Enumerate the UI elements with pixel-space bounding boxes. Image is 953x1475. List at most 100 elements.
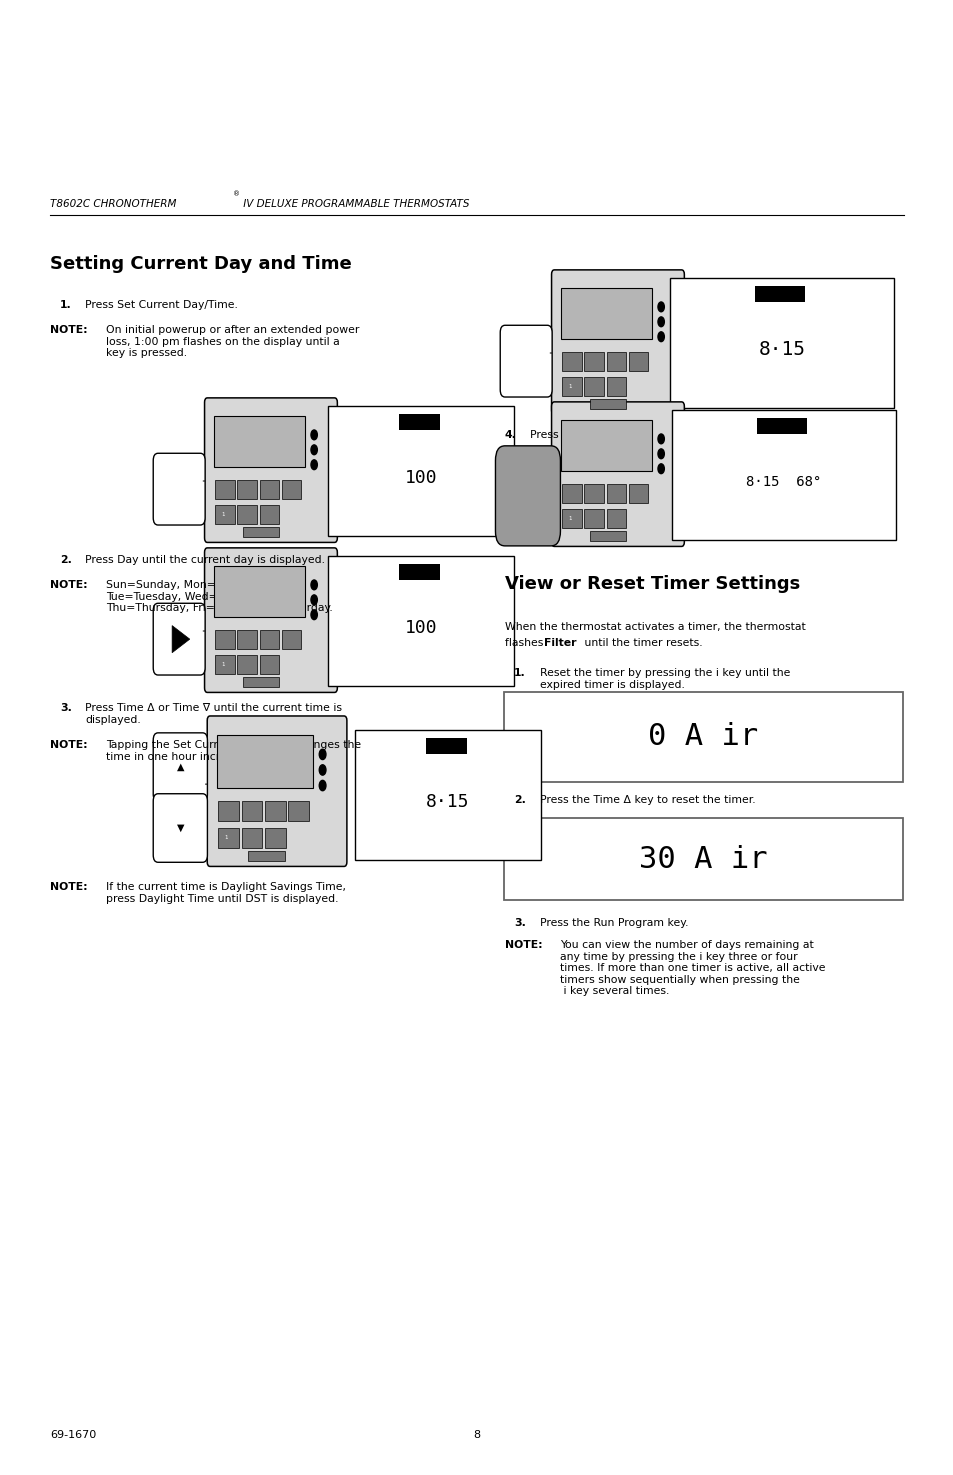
Bar (628, 351, 648, 370)
Text: On initial powerup or after an extended power
loss, 1:00 pm flashes on the displ: On initial powerup or after an extended … (106, 324, 359, 358)
Bar (248, 851, 285, 860)
Text: NOTE:: NOTE: (50, 740, 88, 749)
Text: If the current time is Daylight Savings Time,
press Daylight Time until DST is d: If the current time is Daylight Savings … (106, 882, 346, 904)
Text: 1: 1 (224, 835, 228, 841)
Text: 8·15: 8·15 (758, 341, 804, 358)
Bar (583, 484, 603, 503)
Text: flashes: flashes (504, 639, 546, 648)
FancyBboxPatch shape (499, 326, 552, 397)
Circle shape (319, 749, 326, 760)
Circle shape (311, 580, 317, 590)
Circle shape (311, 445, 317, 454)
Polygon shape (172, 625, 190, 653)
FancyBboxPatch shape (495, 445, 559, 546)
Bar (259, 655, 279, 674)
Bar (241, 827, 262, 848)
Bar (265, 827, 286, 848)
Text: 1.: 1. (60, 299, 71, 310)
Bar (503, 692, 902, 782)
Bar (328, 406, 514, 535)
Text: 3.: 3. (514, 917, 525, 928)
Bar (560, 420, 652, 472)
Circle shape (658, 434, 663, 444)
Text: Reset the timer by pressing the i key until the
expired timer is displayed.: Reset the timer by pressing the i key un… (539, 668, 789, 690)
Text: View or Reset Timer Settings: View or Reset Timer Settings (504, 575, 800, 593)
Text: NOTE:: NOTE: (50, 324, 88, 335)
Text: ®: ® (232, 192, 239, 198)
Text: 69-1670: 69-1670 (50, 1429, 96, 1440)
Bar (561, 509, 581, 528)
Bar (669, 279, 893, 409)
Text: Tapping the Set Current Day/Time changes the
time in one hour increments.: Tapping the Set Current Day/Time changes… (106, 740, 361, 761)
Text: 8: 8 (473, 1429, 480, 1440)
Text: 30 A ir: 30 A ir (639, 845, 767, 873)
Circle shape (311, 594, 317, 605)
Bar (589, 531, 625, 541)
Bar (281, 630, 301, 649)
FancyBboxPatch shape (153, 453, 205, 525)
FancyBboxPatch shape (551, 270, 683, 414)
Bar (606, 509, 625, 528)
Text: 0 A ir: 0 A ir (648, 723, 758, 751)
Circle shape (658, 302, 663, 311)
Text: 1: 1 (567, 516, 571, 522)
FancyBboxPatch shape (153, 603, 205, 676)
Circle shape (311, 609, 317, 620)
Circle shape (319, 764, 326, 776)
Text: Press Run Program.: Press Run Program. (530, 431, 636, 440)
Bar (218, 827, 238, 848)
Text: ▼: ▼ (176, 823, 184, 833)
Bar (281, 479, 301, 499)
Bar (265, 801, 286, 822)
Circle shape (311, 460, 317, 469)
Text: 8·15: 8·15 (426, 792, 469, 811)
Bar (398, 563, 439, 580)
Bar (237, 479, 256, 499)
Bar (503, 819, 902, 900)
Bar (560, 288, 652, 339)
Text: NOTE:: NOTE: (50, 882, 88, 892)
Bar (213, 416, 305, 468)
FancyBboxPatch shape (153, 794, 207, 863)
Text: Setting Current Day and Time: Setting Current Day and Time (50, 255, 352, 273)
Bar (237, 655, 256, 674)
Bar (259, 479, 279, 499)
Bar (398, 414, 439, 429)
Bar (628, 484, 648, 503)
Bar (216, 735, 313, 788)
Text: Press the Time Δ key to reset the timer.: Press the Time Δ key to reset the timer. (539, 795, 755, 805)
Bar (214, 479, 234, 499)
Text: 100: 100 (404, 618, 436, 637)
Text: 1: 1 (221, 662, 224, 667)
Bar (583, 509, 603, 528)
Bar (214, 630, 234, 649)
Text: Press the Run Program key.: Press the Run Program key. (539, 917, 688, 928)
FancyBboxPatch shape (551, 401, 683, 546)
Text: 2.: 2. (60, 555, 71, 565)
Bar (241, 801, 262, 822)
Text: Press Set Current Day/Time.: Press Set Current Day/Time. (85, 299, 237, 310)
Circle shape (658, 463, 663, 473)
Circle shape (658, 448, 663, 459)
Bar (328, 556, 514, 686)
Text: 8·15  68°: 8·15 68° (745, 475, 821, 488)
Bar (561, 351, 581, 370)
Bar (561, 378, 581, 397)
Bar (288, 801, 309, 822)
Bar (606, 351, 625, 370)
Bar (214, 506, 234, 525)
Bar (583, 378, 603, 397)
Text: ▲: ▲ (176, 763, 184, 771)
Text: IV DELUXE PROGRAMMABLE THERMOSTATS: IV DELUXE PROGRAMMABLE THERMOSTATS (240, 199, 469, 209)
Bar (218, 801, 238, 822)
Text: Press Time Δ or Time ∇ until the current time is
displayed.: Press Time Δ or Time ∇ until the current… (85, 704, 341, 724)
Bar (757, 417, 805, 434)
Text: 2.: 2. (514, 795, 525, 805)
Bar (425, 738, 466, 754)
Text: 1: 1 (221, 512, 224, 518)
Text: 1: 1 (567, 385, 571, 389)
Text: 1.: 1. (514, 668, 525, 679)
Circle shape (658, 317, 663, 326)
FancyBboxPatch shape (204, 398, 337, 543)
Bar (589, 400, 625, 409)
